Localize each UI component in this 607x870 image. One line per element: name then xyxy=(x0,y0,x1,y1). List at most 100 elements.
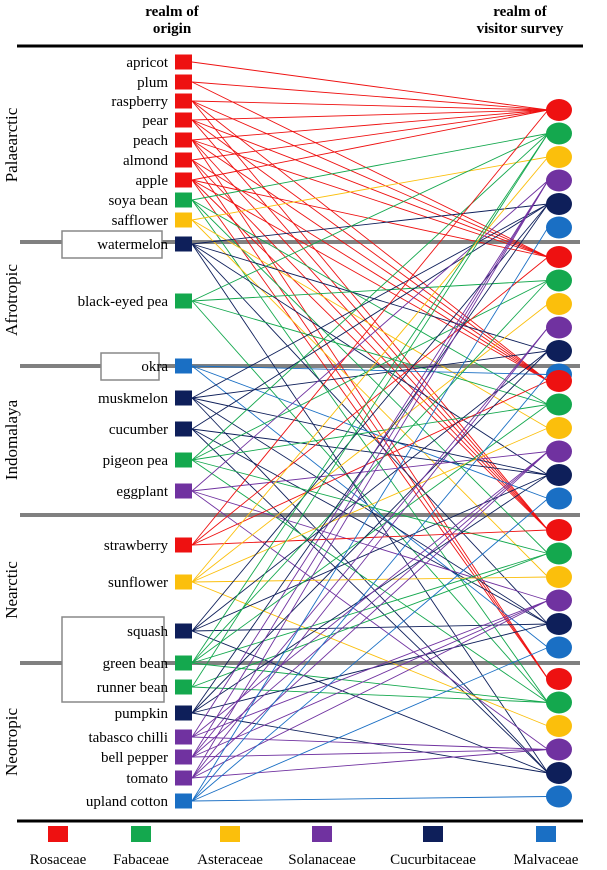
link-soya-bean-neotropic xyxy=(191,199,549,703)
crop-label-soya-bean: soya bean xyxy=(108,193,168,209)
crop-label-upland-cotton: upland cotton xyxy=(86,794,169,810)
link-sunflower-nearctic xyxy=(191,576,549,583)
link-tomato-palaearctic xyxy=(191,180,549,779)
link-muskmelon-neotropic xyxy=(191,397,549,774)
visitor-node-indomalaya-malvaceae xyxy=(546,487,572,510)
link-upland-cotton-neotropic xyxy=(191,796,549,802)
link-pear-nearctic xyxy=(191,119,549,531)
crop-label-almond: almond xyxy=(123,153,168,169)
link-watermelon-palaearctic xyxy=(191,203,549,245)
visitor-node-palaearctic-fabaceae xyxy=(546,122,572,145)
link-cucumber-indomalaya xyxy=(191,428,549,476)
visitor-nodes xyxy=(546,99,572,808)
crop-label-pear: pear xyxy=(142,113,168,129)
crop-label-sunflower: sunflower xyxy=(108,575,168,591)
visitor-node-palaearctic-malvaceae xyxy=(546,216,572,239)
link-black-eyed-pea-indomalaya xyxy=(191,300,549,405)
crop-node-raspberry xyxy=(175,93,192,109)
realm-label-indomalaya: Indomalaya xyxy=(2,399,21,480)
crop-label-runner-bean: runner bean xyxy=(97,680,169,696)
link-safflower-indomalaya xyxy=(191,219,549,429)
link-sunflower-afrotropic xyxy=(191,303,549,583)
legend-label-asteraceae: Asteraceae xyxy=(197,852,263,868)
crop-node-black-eyed-pea xyxy=(175,293,192,309)
legend-label-solanaceae: Solanaceae xyxy=(288,852,356,868)
crop-node-squash xyxy=(175,623,192,639)
crop-label-black-eyed-pea: black-eyed pea xyxy=(78,294,169,310)
link-apple-neotropic xyxy=(191,179,549,680)
link-squash-afrotropic xyxy=(191,350,549,632)
link-squash-neotropic xyxy=(191,630,549,774)
crop-node-pear xyxy=(175,112,192,128)
crop-label-muskmelon: muskmelon xyxy=(98,391,168,407)
crop-label-tabasco-chilli: tabasco chilli xyxy=(88,730,168,746)
link-apple-afrotropic xyxy=(191,179,549,258)
link-bell-pepper-nearctic xyxy=(191,600,549,758)
link-strawberry-nearctic xyxy=(191,529,549,546)
visitor-node-afrotropic-fabaceae xyxy=(546,269,572,292)
link-pumpkin-afrotropic xyxy=(191,350,549,714)
legend-swatch-cucurbitaceae xyxy=(423,826,443,842)
link-soya-bean-indomalaya xyxy=(191,199,549,405)
visitor-node-nearctic-fabaceae xyxy=(546,542,572,565)
crop-node-green-bean xyxy=(175,655,192,671)
link-pear-palaearctic xyxy=(191,109,549,121)
survey-header-line2: visitor survey xyxy=(477,21,564,37)
link-runner-bean-nearctic xyxy=(191,553,549,688)
link-soya-bean-nearctic xyxy=(191,199,549,554)
link-green-bean-indomalaya xyxy=(191,404,549,664)
link-pigeon-pea-afrotropic xyxy=(191,280,549,461)
crop-node-muskmelon xyxy=(175,390,192,406)
crop-label-squash: squash xyxy=(127,624,168,640)
link-peach-nearctic xyxy=(191,139,549,531)
visitor-node-afrotropic-rosaceae xyxy=(546,246,572,268)
link-almond-palaearctic xyxy=(191,109,549,161)
visitor-node-neotropic-solanaceae xyxy=(546,738,572,761)
realm-label-afrotropic: Afrotropic xyxy=(2,264,21,336)
legend-swatch-malvaceae xyxy=(536,826,556,842)
link-muskmelon-indomalaya xyxy=(191,397,549,476)
legend-swatch-solanaceae xyxy=(312,826,332,842)
link-muskmelon-palaearctic xyxy=(191,203,549,399)
link-tabasco-chilli-nearctic xyxy=(191,600,549,738)
link-sunflower-indomalaya xyxy=(191,427,549,583)
visitor-node-palaearctic-rosaceae xyxy=(546,99,572,121)
link-runner-bean-palaearctic xyxy=(191,133,549,688)
link-eggplant-palaearctic xyxy=(191,180,549,492)
crop-label-apricot: apricot xyxy=(126,55,168,71)
link-raspberry-palaearctic xyxy=(191,100,549,111)
link-tabasco-chilli-indomalaya xyxy=(191,451,549,738)
link-green-bean-palaearctic xyxy=(191,133,549,664)
crop-label-okra: okra xyxy=(141,359,168,375)
legend: Rosaceae Fabaceae Asteraceae Solanaceae Cucu… xyxy=(30,826,579,868)
link-green-bean-nearctic xyxy=(191,553,549,664)
crop-label-bell-pepper: bell pepper xyxy=(101,750,168,766)
link-squash-nearctic xyxy=(191,623,549,632)
crop-node-peach xyxy=(175,132,192,148)
link-upland-cotton-afrotropic xyxy=(191,374,549,802)
link-safflower-palaearctic xyxy=(191,156,549,221)
legend-swatch-rosaceae xyxy=(48,826,68,842)
visitor-node-indomalaya-fabaceae xyxy=(546,393,572,416)
link-tabasco-chilli-palaearctic xyxy=(191,180,549,738)
crop-node-strawberry xyxy=(175,537,192,553)
visitor-node-indomalaya-rosaceae xyxy=(546,370,572,392)
visitor-node-afrotropic-solanaceae xyxy=(546,316,572,339)
legend-label-rosaceae: Rosaceae xyxy=(30,852,87,868)
link-tomato-indomalaya xyxy=(191,451,549,779)
origin-header-line2: origin xyxy=(153,21,192,37)
crop-label-safflower: safflower xyxy=(112,213,168,229)
link-eggplant-nearctic xyxy=(191,490,549,601)
link-raspberry-nearctic xyxy=(191,100,549,531)
crop-node-okra xyxy=(175,358,192,374)
crop-node-pumpkin xyxy=(175,705,192,721)
crop-node-pigeon-pea xyxy=(175,452,192,468)
crop-label-strawberry: strawberry xyxy=(104,538,169,554)
link-upland-cotton-nearctic xyxy=(191,647,549,802)
visitor-node-palaearctic-cucurbitaceae xyxy=(546,193,572,215)
visitor-node-neotropic-cucurbitaceae xyxy=(546,762,572,784)
link-almond-neotropic xyxy=(191,159,549,680)
link-bell-pepper-palaearctic xyxy=(191,180,549,758)
label-box-watermelon xyxy=(61,230,163,259)
